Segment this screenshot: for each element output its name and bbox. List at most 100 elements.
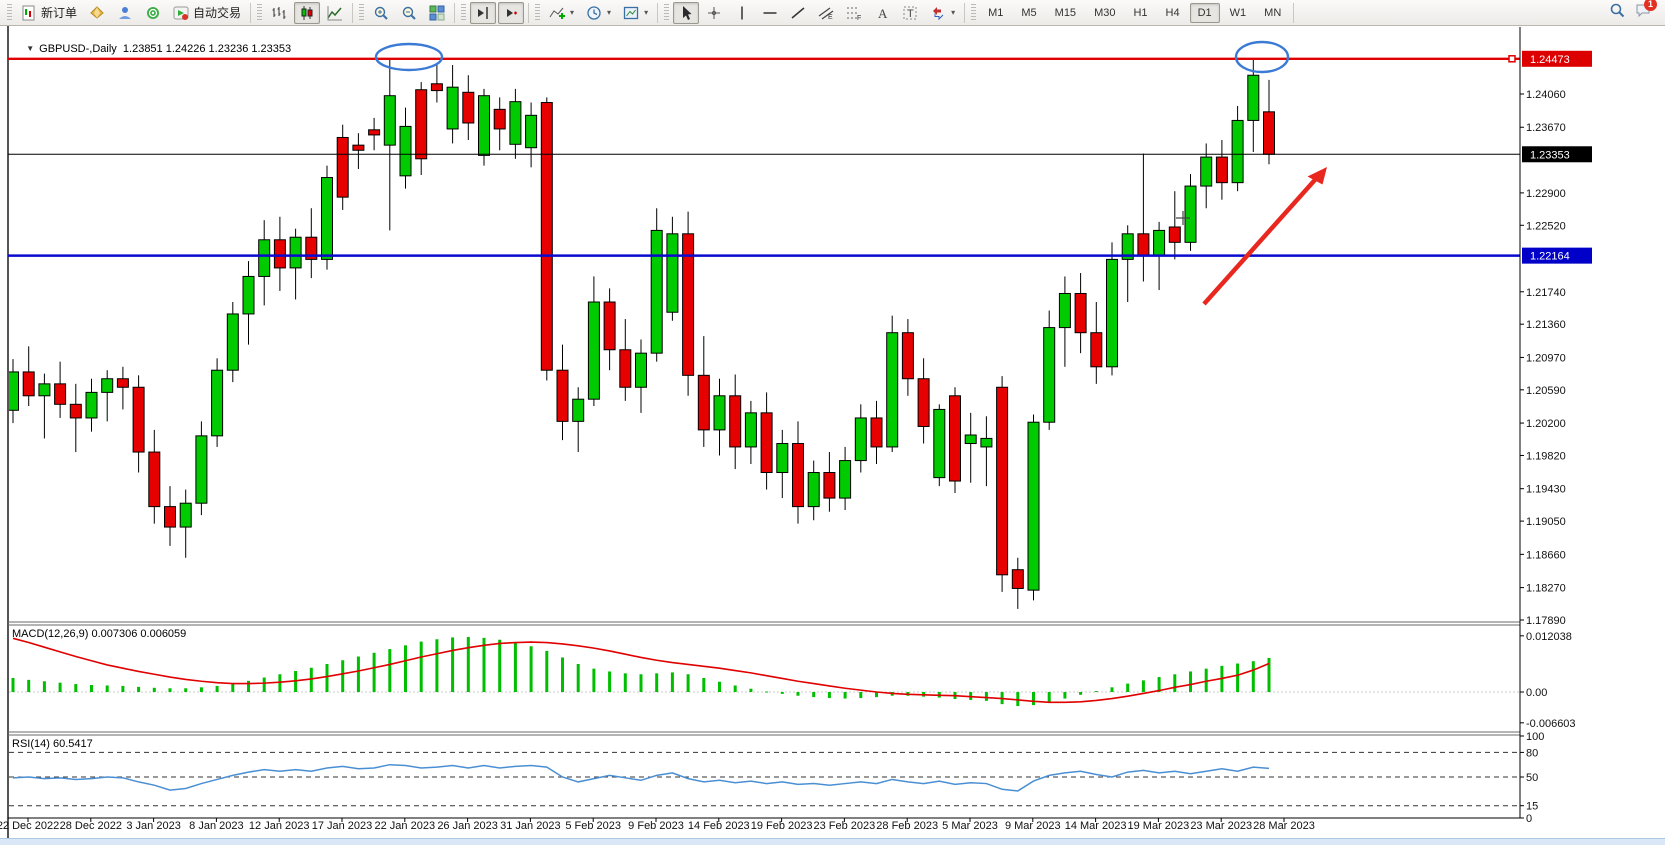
zoom-out-button[interactable]	[396, 2, 422, 24]
toolbar-drag-handle[interactable]	[461, 3, 467, 22]
market-watch-icon[interactable]	[84, 2, 110, 24]
timeframe-d1[interactable]: D1	[1189, 2, 1220, 23]
signals-icon[interactable]	[140, 2, 166, 24]
price-label-box	[1522, 146, 1592, 163]
highlight-ellipse-right-peak[interactable]	[1234, 40, 1290, 74]
trend-arrow[interactable]	[1202, 170, 1324, 306]
chat-button[interactable]: 1	[1635, 0, 1657, 23]
macd-histogram-bar	[623, 673, 627, 692]
button-label: M30	[1094, 6, 1116, 19]
arrows-button[interactable]: ▾	[925, 2, 960, 24]
resistance-line-handle[interactable]	[1508, 55, 1516, 63]
fibonacci-button[interactable]: F	[841, 2, 867, 24]
tile-windows-button[interactable]	[424, 2, 450, 24]
candle	[619, 319, 632, 401]
macd-histogram-bar	[1141, 680, 1145, 692]
candle	[132, 375, 145, 473]
button-label: D1	[1197, 6, 1212, 19]
dropdown-arrow-icon[interactable]: ▾	[951, 8, 956, 17]
text-label-button[interactable]: T	[897, 2, 923, 24]
crosshair-icon	[706, 5, 722, 21]
macd-histogram-bar	[1032, 692, 1035, 706]
candle	[226, 302, 239, 383]
toolbar-drag-handle[interactable]	[7, 3, 12, 22]
price-chart: 1.24060 1.23670 1.22900 1.22520 1.21740 1.213…	[0, 26, 1592, 838]
cursor-icon	[678, 5, 694, 21]
toolbar: 新订单 自动交易 ▾ ▾ ▾ E F A T ▾ M1 M5 M15 M30 H1 H4 D1 W1 MN 1	[0, 0, 1665, 26]
toolbar-drag-handle[interactable]	[359, 3, 365, 22]
candle	[430, 63, 443, 103]
candle	[917, 358, 930, 444]
auto-trading-button[interactable]: 自动交易	[168, 1, 246, 24]
macd-histogram-bar	[1251, 661, 1255, 692]
trendline-button[interactable]	[785, 2, 811, 24]
macd-histogram-bar	[843, 692, 847, 699]
price-tick-label: 1.19050	[1526, 516, 1566, 528]
button-label: M15	[1054, 6, 1077, 19]
toolbar-drag-handle[interactable]	[664, 3, 670, 22]
highlight-ellipse-left-peak[interactable]	[374, 42, 444, 72]
candle	[336, 124, 349, 210]
line-chart-button[interactable]	[322, 2, 348, 24]
periods-button[interactable]: ▾	[581, 2, 616, 24]
toolbar-drag-handle[interactable]	[971, 3, 977, 22]
candle	[383, 58, 396, 231]
dropdown-arrow-icon[interactable]: ▾	[570, 8, 575, 17]
timeframe-mn[interactable]: MN	[1256, 3, 1289, 23]
cursor-button[interactable]	[673, 1, 700, 24]
candle	[22, 346, 35, 407]
candle	[321, 165, 333, 270]
horizontal-line-button[interactable]	[757, 2, 783, 24]
search-icon	[1609, 3, 1625, 22]
timeframe-h1[interactable]: H1	[1125, 3, 1155, 23]
macd-histogram-bar	[1079, 692, 1083, 695]
object-anchor-cross[interactable]	[1176, 211, 1190, 225]
indicators-button[interactable]: ▾	[544, 2, 579, 24]
price-tick-label: 1.19820	[1526, 450, 1566, 462]
templates-button[interactable]: ▾	[618, 2, 653, 24]
toolbar-drag-handle[interactable]	[535, 3, 541, 22]
vertical-line-button[interactable]	[729, 2, 755, 24]
macd-histogram-bar	[137, 686, 141, 692]
macd-histogram-bar	[812, 692, 816, 698]
bar-chart-button[interactable]	[266, 2, 292, 24]
price-tick-label: 1.21740	[1526, 287, 1566, 299]
dropdown-arrow-icon[interactable]: ▾	[644, 8, 649, 17]
search-button[interactable]	[1609, 2, 1625, 23]
candlestick-chart-button[interactable]	[294, 1, 321, 24]
price-tick-label: 1.19430	[1526, 484, 1566, 496]
candle	[368, 117, 381, 151]
macd-histogram-bar	[984, 692, 988, 701]
timeframe-m30[interactable]: M30	[1086, 3, 1123, 23]
toolbar-drag-handle[interactable]	[257, 3, 263, 22]
text-button[interactable]: A	[869, 2, 895, 24]
timeframe-m1[interactable]: M1	[980, 3, 1011, 23]
macd-histogram-bar	[1173, 674, 1177, 692]
new-order-button[interactable]: 新订单	[16, 1, 82, 24]
timeframe-m5[interactable]: M5	[1013, 3, 1044, 23]
macd-tick-label: 0.00	[1526, 687, 1547, 699]
date-tick-label: 28 Dec 2022	[60, 820, 122, 832]
macd-histogram-bar	[1204, 668, 1208, 692]
dropdown-arrow-icon[interactable]: ▾	[607, 8, 612, 17]
crosshair-button[interactable]	[701, 2, 727, 24]
timeframe-m15[interactable]: M15	[1047, 3, 1084, 23]
equidistant-channel-button[interactable]: E	[813, 2, 839, 24]
line-chart-icon	[327, 5, 343, 21]
macd-histogram-bar	[749, 688, 753, 692]
timeframe-w1[interactable]: W1	[1222, 3, 1255, 23]
candle	[195, 421, 208, 516]
macd-histogram-bar	[529, 646, 533, 692]
macd-histogram-bar	[686, 674, 690, 692]
date-tick-label: 26 Jan 2023	[437, 820, 498, 832]
vline-icon	[734, 5, 750, 21]
macd-histogram-bar	[765, 691, 769, 693]
auto-scroll-button[interactable]	[498, 1, 525, 24]
zoom-in-button[interactable]	[368, 2, 394, 24]
timeframe-h4[interactable]: H4	[1158, 3, 1188, 23]
community-icon[interactable]	[112, 2, 138, 24]
macd-histogram-bar	[592, 668, 596, 692]
macd-histogram-bar	[545, 650, 549, 692]
chart-shift-button[interactable]	[470, 1, 497, 24]
